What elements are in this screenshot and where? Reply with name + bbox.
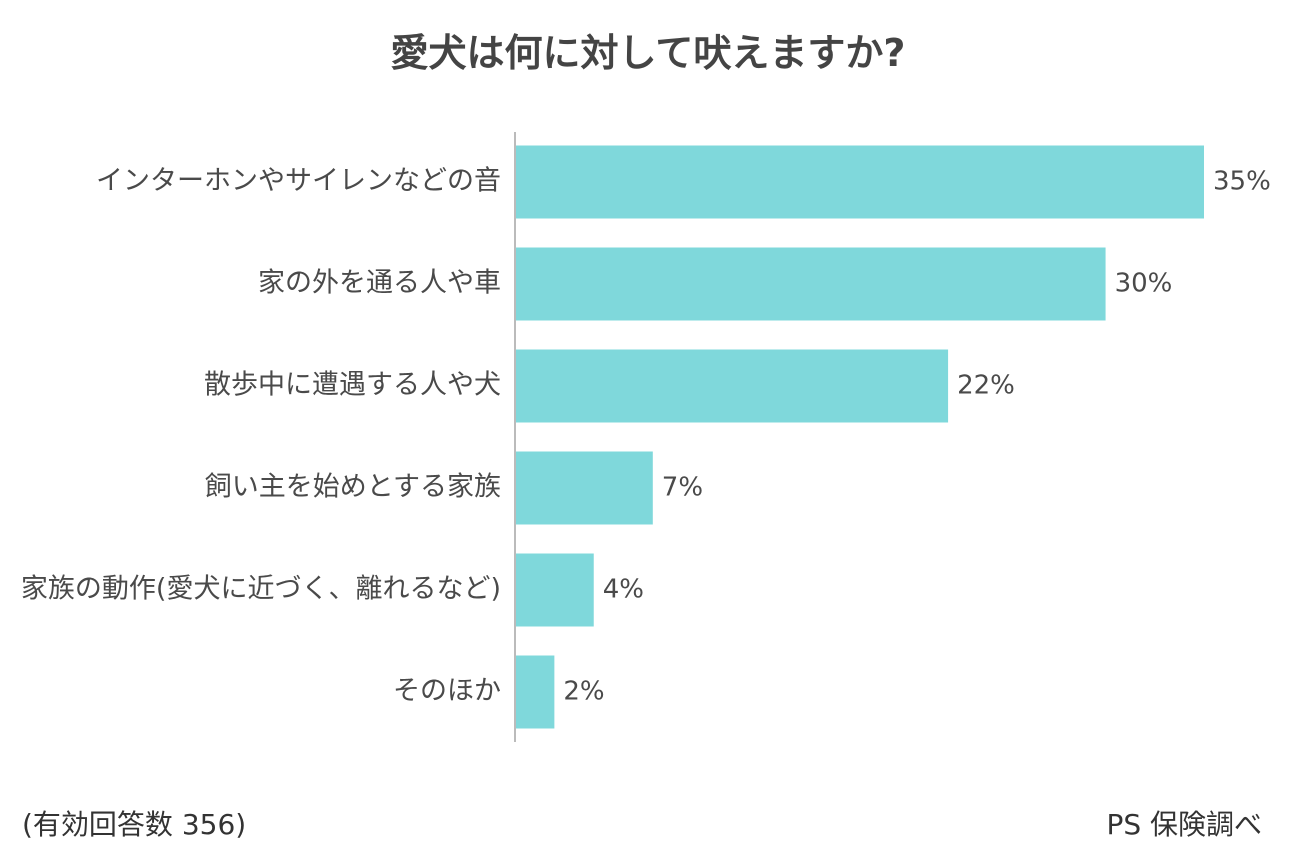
- footnote: (有効回答数 356): [22, 808, 247, 841]
- category-label-2: 散歩中に遭遇する人や犬: [204, 370, 501, 401]
- category-label-4: 家族の動作(愛犬に近づく、離れるなど): [21, 574, 501, 605]
- category-label-1: 家の外を通る人や車: [258, 268, 501, 299]
- bar-5: [515, 655, 555, 729]
- value-label-4: 4%: [603, 575, 644, 605]
- bars-group: [515, 145, 1204, 729]
- source-note: PS 保険調べ: [1106, 808, 1262, 841]
- bar-4: [515, 553, 594, 627]
- chart-title: 愛犬は何に対して吠えますか?: [390, 31, 906, 75]
- value-label-1: 30%: [1115, 269, 1173, 299]
- value-label-2: 22%: [957, 371, 1015, 401]
- value-labels: 35% 30% 22% 7% 4% 2%: [563, 167, 1270, 707]
- bar-1: [515, 247, 1106, 321]
- value-label-0: 35%: [1213, 167, 1271, 197]
- bar-3: [515, 451, 653, 525]
- category-label-3: 飼い主を始めとする家族: [205, 472, 501, 503]
- value-label-3: 7%: [662, 473, 703, 503]
- bar-2: [515, 349, 949, 423]
- value-label-5: 2%: [563, 677, 604, 707]
- category-labels: インターホンやサイレンなどの音家の外を通る人や車散歩中に遭遇する人や犬飼い主を始…: [21, 166, 501, 707]
- category-label-5: そのほか: [393, 676, 501, 707]
- category-label-0: インターホンやサイレンなどの音: [96, 166, 501, 197]
- bar-0: [515, 145, 1204, 219]
